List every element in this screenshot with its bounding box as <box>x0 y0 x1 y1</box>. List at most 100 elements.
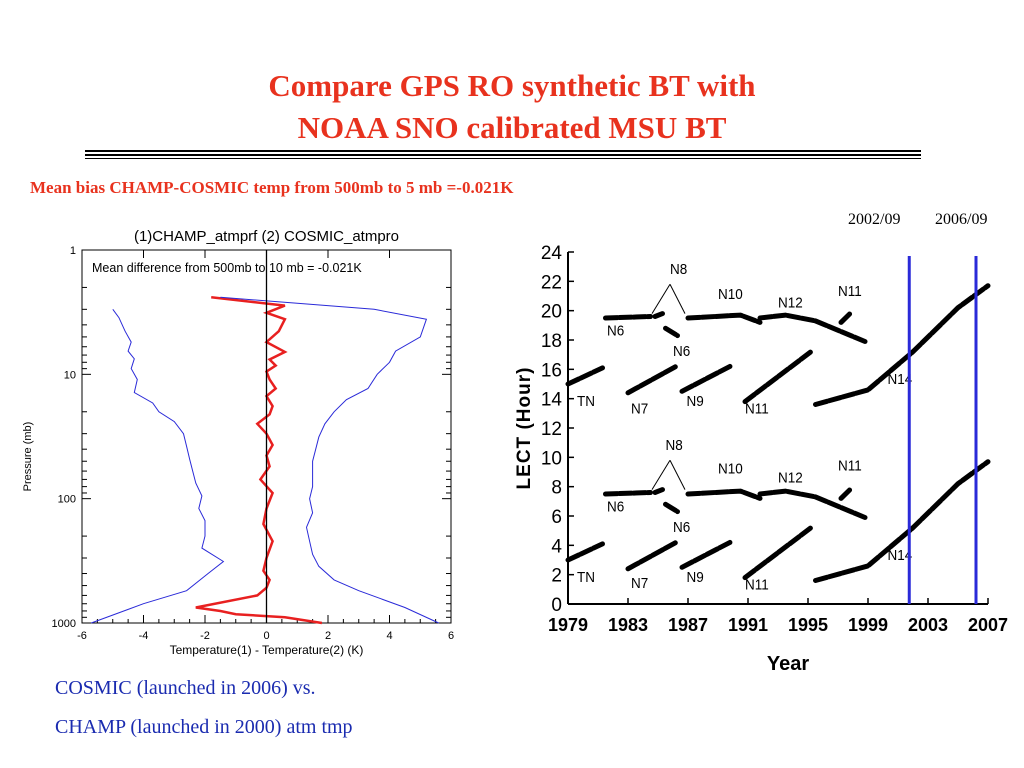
title-divider-top <box>85 150 921 152</box>
orbit-segment-8 <box>757 312 868 344</box>
x-tick-label: 1991 <box>728 615 768 635</box>
satellite-label: N7 <box>631 401 648 418</box>
x-tick-label: 1999 <box>848 615 888 635</box>
page-title-line-2: NOAA SNO calibrated MSU BT <box>297 110 727 145</box>
x-tick-label: -2 <box>200 630 210 642</box>
orbit-segment-7 <box>685 312 763 325</box>
y-tick-label: 20 <box>541 302 562 323</box>
x-tick-label: 1983 <box>608 615 648 635</box>
y-tick-label: 4 <box>551 536 562 557</box>
satellite-label: N6 <box>607 323 624 340</box>
orbit-segment-2 <box>603 314 653 321</box>
n8-arrow-left <box>651 284 671 314</box>
orbit-segment-16 <box>625 539 679 572</box>
orbit-segment-14 <box>652 487 665 495</box>
page-title-line-1: Compare GPS RO synthetic BT with <box>268 68 756 103</box>
x-tick-label: 1995 <box>788 615 828 635</box>
x-tick-label: 4 <box>386 630 392 642</box>
satellite-label: N7 <box>631 575 648 592</box>
y-tick-label: 8 <box>551 478 562 499</box>
date-label-2002: 2002/09 <box>848 211 901 228</box>
satellite-label: N9 <box>687 569 704 586</box>
x-tick-label: 2 <box>325 630 331 642</box>
orbit-segment-15 <box>663 501 680 515</box>
y-tick-label: 12 <box>541 419 562 440</box>
x-tick-label: 0 <box>263 630 269 642</box>
satellite-label: N12 <box>778 470 803 487</box>
orbit-segment-20 <box>742 525 814 581</box>
left-series-line-3 <box>220 296 439 624</box>
orbit-segment-11 <box>813 283 991 407</box>
satellite-label: N11 <box>745 401 769 418</box>
title-divider-middle <box>85 154 921 156</box>
orbit-segment-17 <box>679 539 733 570</box>
caption-line-1: COSMIC (launched in 2006) vs. <box>55 677 316 699</box>
mean-bias-subtitle: Mean bias CHAMP-COSMIC temp from 500mb t… <box>30 178 514 197</box>
y-tick-label: 6 <box>551 507 562 528</box>
y-tick-label: 18 <box>541 331 562 352</box>
satellite-label: N11 <box>838 283 862 300</box>
orbit-segment-21 <box>838 487 853 501</box>
orbit-segment-9 <box>742 349 814 405</box>
orbit-segment-10 <box>838 311 853 325</box>
y-tick-label: 10 <box>64 369 76 381</box>
left-chart-annotation: Mean difference from 500mb to 10 mb = -0… <box>92 261 362 275</box>
date-label-2006: 2006/09 <box>935 211 988 228</box>
n8-arrow-right <box>669 460 686 490</box>
y-tick-label: 2 <box>551 566 562 587</box>
y-tick-label: 10 <box>541 448 562 469</box>
left-series-line-1 <box>195 296 323 625</box>
orbit-segment-18 <box>685 488 763 501</box>
y-tick-label: 14 <box>541 390 563 411</box>
caption-line-2: CHAMP (launched in 2000) atm tmp <box>55 716 353 738</box>
orbit-segment-4 <box>663 325 680 339</box>
orbit-segment-3 <box>652 311 665 319</box>
right-y-axis-label: LECT (Hour) <box>514 367 535 490</box>
satellite-label: TN <box>577 393 595 410</box>
orbit-segment-1 <box>565 365 605 387</box>
satellite-label: N11 <box>838 458 862 475</box>
orbit-segment-19 <box>757 488 868 520</box>
orbit-segment-22 <box>813 459 991 583</box>
x-tick-label: -4 <box>139 630 149 642</box>
x-tick-label: 6 <box>448 630 454 642</box>
x-tick-label: -6 <box>77 630 87 642</box>
orbit-segment-12 <box>565 541 605 563</box>
satellite-label: N6 <box>673 520 690 537</box>
y-tick-label: 1000 <box>52 618 76 630</box>
satellite-label: N6 <box>607 499 624 516</box>
satellite-label: N14 <box>888 547 913 564</box>
y-tick-label: 16 <box>541 360 562 381</box>
satellite-label: TN <box>577 569 595 586</box>
left-chart-title: (1)CHAMP_atmprf (2) COSMIC_atmpro <box>134 228 399 245</box>
satellite-label: N10 <box>718 461 743 478</box>
left-x-axis-label: Temperature(1) - Temperature(2) (K) <box>170 643 364 657</box>
orbit-segment-13 <box>603 490 653 497</box>
x-tick-label: 1987 <box>668 615 708 635</box>
x-tick-label: 2003 <box>908 615 948 635</box>
y-tick-label: 22 <box>541 272 562 293</box>
orbit-segment-5 <box>625 363 679 396</box>
satellite-label: N8 <box>666 437 683 454</box>
satellite-label: N6 <box>673 344 690 361</box>
n8-arrow-left <box>651 460 671 490</box>
n8-arrow-right <box>669 284 686 314</box>
satellite-label: N14 <box>888 371 913 388</box>
left-y-axis-label: Pressure (mb) <box>22 422 34 492</box>
right-x-axis-label: Year <box>767 653 809 675</box>
satellite-label: N11 <box>745 577 769 594</box>
y-tick-label: 0 <box>551 595 562 616</box>
satellite-label: N10 <box>718 286 743 303</box>
temperature-difference-chart: (1)CHAMP_atmprf (2) COSMIC_atmpro 1 10 100 1… <box>22 228 454 657</box>
title-divider-bottom <box>85 158 921 159</box>
satellite-label: N9 <box>687 393 704 410</box>
y-tick-label: 1 <box>70 245 76 257</box>
orbit-segment-6 <box>679 363 733 394</box>
y-tick-label: 100 <box>58 494 76 506</box>
satellite-label: N12 <box>778 295 803 312</box>
y-tick-label: 24 <box>541 243 563 264</box>
x-tick-label: 1979 <box>548 615 588 635</box>
satellite-label: N8 <box>670 261 687 278</box>
left-series-line-2 <box>91 309 225 624</box>
